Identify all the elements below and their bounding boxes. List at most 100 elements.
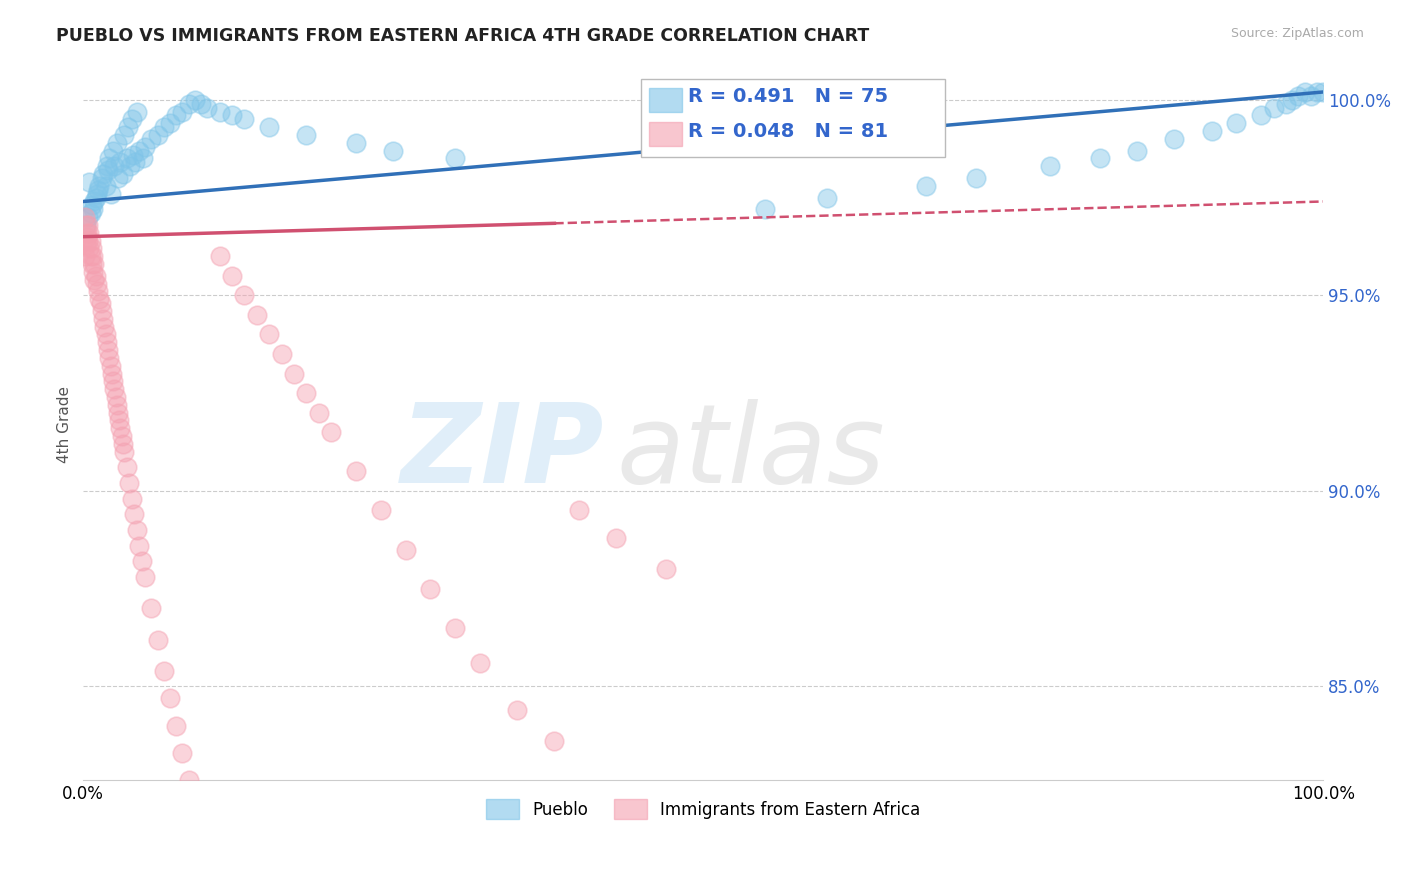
Point <box>146 632 169 647</box>
Point <box>221 108 243 122</box>
Point <box>86 277 108 291</box>
Point <box>568 503 591 517</box>
Point <box>419 582 441 596</box>
Point <box>87 285 110 299</box>
Point <box>104 390 127 404</box>
Point <box>121 491 143 506</box>
Point <box>195 101 218 115</box>
Point <box>1225 116 1247 130</box>
Text: R = 0.491   N = 75: R = 0.491 N = 75 <box>689 87 889 106</box>
Point <box>80 234 103 248</box>
Point <box>82 249 104 263</box>
Y-axis label: 4th Grade: 4th Grade <box>58 386 72 463</box>
Text: Source: ZipAtlas.com: Source: ZipAtlas.com <box>1230 27 1364 40</box>
Point <box>115 152 138 166</box>
Text: PUEBLO VS IMMIGRANTS FROM EASTERN AFRICA 4TH GRADE CORRELATION CHART: PUEBLO VS IMMIGRANTS FROM EASTERN AFRICA… <box>56 27 869 45</box>
Point <box>122 147 145 161</box>
Point <box>111 429 134 443</box>
Point <box>1299 89 1322 103</box>
Point <box>1286 89 1309 103</box>
Point <box>94 178 117 193</box>
Point <box>75 218 97 232</box>
Point <box>93 319 115 334</box>
Point <box>79 241 101 255</box>
Point <box>221 268 243 283</box>
Point <box>101 375 124 389</box>
Point <box>190 96 212 111</box>
Point <box>105 136 128 150</box>
Point <box>111 167 134 181</box>
Point <box>83 257 105 271</box>
Point <box>233 112 256 127</box>
Point <box>259 120 281 135</box>
Point <box>128 539 150 553</box>
Point <box>1163 132 1185 146</box>
Point <box>100 359 122 373</box>
Point <box>208 249 231 263</box>
Point <box>1294 85 1316 99</box>
Text: atlas: atlas <box>616 400 884 507</box>
Point <box>101 144 124 158</box>
Point <box>84 268 107 283</box>
Point <box>124 155 146 169</box>
Point <box>1275 96 1298 111</box>
Point <box>105 398 128 412</box>
Point <box>159 116 181 130</box>
Point <box>754 202 776 217</box>
Point <box>1201 124 1223 138</box>
Point <box>83 194 105 209</box>
Point <box>444 621 467 635</box>
Point <box>208 104 231 119</box>
Point <box>120 159 142 173</box>
FancyBboxPatch shape <box>648 87 682 112</box>
Point <box>132 152 155 166</box>
Point <box>153 120 176 135</box>
Point <box>76 226 98 240</box>
Point <box>79 226 101 240</box>
Point <box>96 335 118 350</box>
Point <box>270 347 292 361</box>
Point <box>165 108 187 122</box>
Point <box>134 140 156 154</box>
Point <box>128 144 150 158</box>
Text: R = 0.048   N = 81: R = 0.048 N = 81 <box>689 121 889 141</box>
Point <box>97 163 120 178</box>
Point <box>117 120 139 135</box>
Point <box>295 386 318 401</box>
Point <box>308 406 330 420</box>
Point <box>91 311 114 326</box>
FancyBboxPatch shape <box>641 79 945 158</box>
Point <box>134 570 156 584</box>
FancyBboxPatch shape <box>648 122 682 146</box>
Point <box>153 664 176 678</box>
Point <box>80 206 103 220</box>
Legend: Pueblo, Immigrants from Eastern Africa: Pueblo, Immigrants from Eastern Africa <box>479 793 927 825</box>
Point <box>75 218 97 232</box>
Point <box>321 425 343 440</box>
Point <box>1263 101 1285 115</box>
Point <box>1281 93 1303 107</box>
Point <box>605 531 627 545</box>
Point <box>1126 144 1149 158</box>
Point <box>444 152 467 166</box>
Point <box>344 136 367 150</box>
Point <box>103 159 125 173</box>
Point <box>87 183 110 197</box>
Point <box>82 265 104 279</box>
Point <box>73 210 96 224</box>
Point <box>1088 152 1111 166</box>
Point <box>121 112 143 127</box>
Point <box>107 406 129 420</box>
Point <box>90 296 112 310</box>
Point <box>77 234 100 248</box>
Point <box>125 104 148 119</box>
Point <box>172 104 194 119</box>
Point <box>159 691 181 706</box>
Point <box>80 198 103 212</box>
Point <box>82 202 104 217</box>
Point <box>91 167 114 181</box>
Point <box>77 218 100 232</box>
Point <box>815 191 838 205</box>
Point <box>165 718 187 732</box>
Point <box>1039 159 1062 173</box>
